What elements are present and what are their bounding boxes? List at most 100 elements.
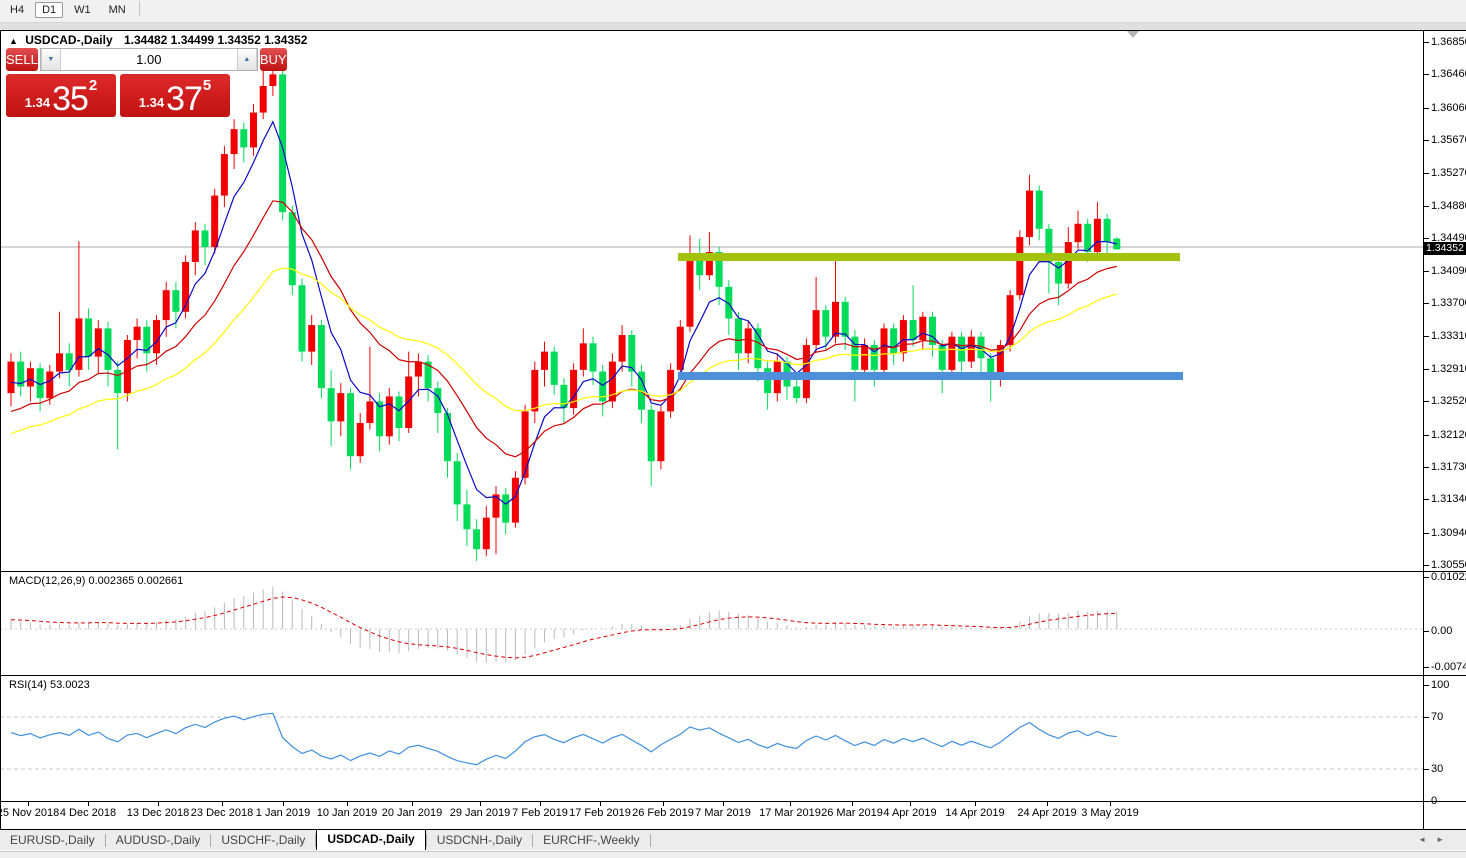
- sell-price-prefix: 1.34: [24, 95, 51, 110]
- date-axis-label: 25 Nov 2018: [0, 807, 60, 819]
- tab-divider: [649, 834, 651, 847]
- date-axis-label: 20 Jan 2019: [381, 807, 443, 819]
- axis-tick: [1424, 685, 1429, 686]
- chart-tab-USDCHFDaily[interactable]: USDCHF-,Daily: [221, 833, 306, 847]
- date-tick: [540, 802, 541, 806]
- date-axis-label: 26 Feb 2019: [632, 807, 694, 819]
- macd-label: MACD(12,26,9) 0.002365 0.002661: [9, 575, 184, 587]
- date-axis-label: 7 Mar 2019: [695, 807, 751, 819]
- chart-tab-USDCNHDaily[interactable]: USDCNH-,Daily: [436, 833, 523, 847]
- macd-signal-line: [10, 596, 1117, 659]
- toolbar-separator: [138, 1, 140, 17]
- price-axis-label: 1.31340: [1431, 493, 1466, 505]
- axis-tick: [1424, 173, 1429, 174]
- date-axis-label: 4 Apr 2019: [883, 807, 937, 819]
- price-axis-label: 1.33310: [1431, 330, 1466, 342]
- price-scale-border: [1423, 30, 1424, 830]
- rsi-axis-label: 30: [1431, 763, 1444, 775]
- rsi-axis-label: 0: [1431, 795, 1438, 807]
- axis-tick: [1424, 74, 1429, 75]
- date-axis-label: 17 Feb 2019: [569, 807, 631, 819]
- one-click-trade-panel: SELL ▼ ▲ BUY 1.34 35 2 1.34 37 5: [6, 48, 287, 117]
- tabbar-top-border: [0, 829, 1466, 830]
- axis-tick: [1424, 533, 1429, 534]
- date-tick: [347, 802, 348, 806]
- timeframe-button-H4[interactable]: H4: [10, 4, 25, 16]
- macd-axis-label: 0.00: [1431, 625, 1453, 637]
- price-axis-label: 1.34880: [1431, 200, 1466, 212]
- axis-tick: [1424, 801, 1429, 802]
- timeframe-button-W1[interactable]: W1: [74, 4, 91, 16]
- axis-tick: [1424, 206, 1429, 207]
- volume-up-icon[interactable]: ▲: [236, 49, 257, 70]
- tab-divider: [210, 834, 212, 847]
- tab-scroll-right-icon[interactable]: ►: [1436, 835, 1454, 844]
- tab-divider: [104, 834, 106, 847]
- date-axis-label: 23 Dec 2018: [190, 807, 254, 819]
- current-price-tag: 1.34352: [1424, 242, 1466, 255]
- buy-price-tile[interactable]: 1.34 37 5: [120, 74, 230, 117]
- timeframe-button-D1[interactable]: D1: [35, 2, 64, 18]
- price-axis-label: 1.32120: [1431, 429, 1466, 441]
- date-axis-label: 10 Jan 2019: [316, 807, 378, 819]
- date-axis-label: 1 Jan 2019: [255, 807, 311, 819]
- chart-tab-EURUSDDaily[interactable]: EURUSD-,Daily: [10, 833, 95, 847]
- rsi-axis-label: 70: [1431, 711, 1444, 723]
- tab-divider: [532, 834, 534, 847]
- axis-tick: [1424, 336, 1429, 337]
- timeframe-toolbar: H4 D1 W1 MN: [0, 0, 1466, 23]
- axis-tick: [1424, 42, 1429, 43]
- toolbar-divider: [0, 23, 1466, 30]
- date-tick: [1110, 802, 1111, 806]
- price-axis-label: 1.35670: [1431, 134, 1466, 146]
- date-tick: [28, 802, 29, 806]
- macd-pane-border: [0, 571, 1466, 572]
- date-tick: [600, 802, 601, 806]
- tab-scroll-arrows: ◄►: [1418, 835, 1454, 844]
- chart-tab-AUDUSDDaily[interactable]: AUDUSD-,Daily: [115, 833, 201, 847]
- date-tick: [790, 802, 791, 806]
- price-axis-label: 1.30940: [1431, 527, 1466, 539]
- volume-down-icon[interactable]: ▼: [40, 49, 61, 70]
- axis-tick: [1424, 238, 1429, 239]
- sell-button[interactable]: SELL: [6, 48, 38, 71]
- date-axis-border: [0, 801, 1466, 802]
- volume-control: ▼ ▲: [39, 48, 258, 71]
- axis-tick: [1424, 565, 1429, 566]
- rsi-label: RSI(14) 53.0023: [9, 679, 90, 691]
- tab-scroll-left-icon[interactable]: ◄: [1418, 835, 1437, 844]
- date-axis-label: 24 Apr 2019: [1017, 807, 1077, 819]
- date-tick: [663, 802, 664, 806]
- ma-fast-blue: [10, 120, 1117, 505]
- date-tick: [222, 802, 223, 806]
- price-axis-label: 1.33700: [1431, 297, 1466, 309]
- buy-button[interactable]: BUY: [259, 48, 287, 71]
- tab-divider: [315, 834, 317, 847]
- axis-tick: [1424, 667, 1429, 668]
- macd-axis-label: -0.007477: [1431, 661, 1466, 673]
- volume-input[interactable]: [60, 49, 237, 70]
- rsi-axis-label: 100: [1431, 679, 1450, 691]
- date-tick: [852, 802, 853, 806]
- ma-slow-yellow: [10, 267, 1117, 434]
- timeframe-button-MN[interactable]: MN: [108, 4, 126, 16]
- chart-tab-EURCHFWeekly[interactable]: EURCHF-,Weekly: [543, 833, 640, 847]
- price-axis-label: 1.34490: [1431, 232, 1466, 244]
- price-axis-label: 1.31730: [1431, 461, 1466, 473]
- sell-price-tile[interactable]: 1.34 35 2: [6, 74, 116, 117]
- collapse-triangle-icon[interactable]: ▲: [9, 36, 18, 46]
- date-axis-label: 29 Jan 2019: [449, 807, 511, 819]
- price-axis-label: 1.32520: [1431, 395, 1466, 407]
- macd-axis-label: 0.010229: [1431, 571, 1466, 583]
- axis-tick: [1424, 369, 1429, 370]
- chart-shift-marker-icon[interactable]: [1127, 31, 1139, 38]
- axis-tick: [1424, 499, 1429, 500]
- axis-tick: [1424, 303, 1429, 304]
- chart-tab-USDCADDaily[interactable]: USDCAD-,Daily: [316, 829, 426, 850]
- axis-tick: [1424, 631, 1429, 632]
- axis-tick: [1424, 435, 1429, 436]
- date-axis-label: 3 May 2019: [1081, 807, 1139, 819]
- ohlc-values: 1.34482 1.34499 1.34352 1.34352: [123, 33, 308, 47]
